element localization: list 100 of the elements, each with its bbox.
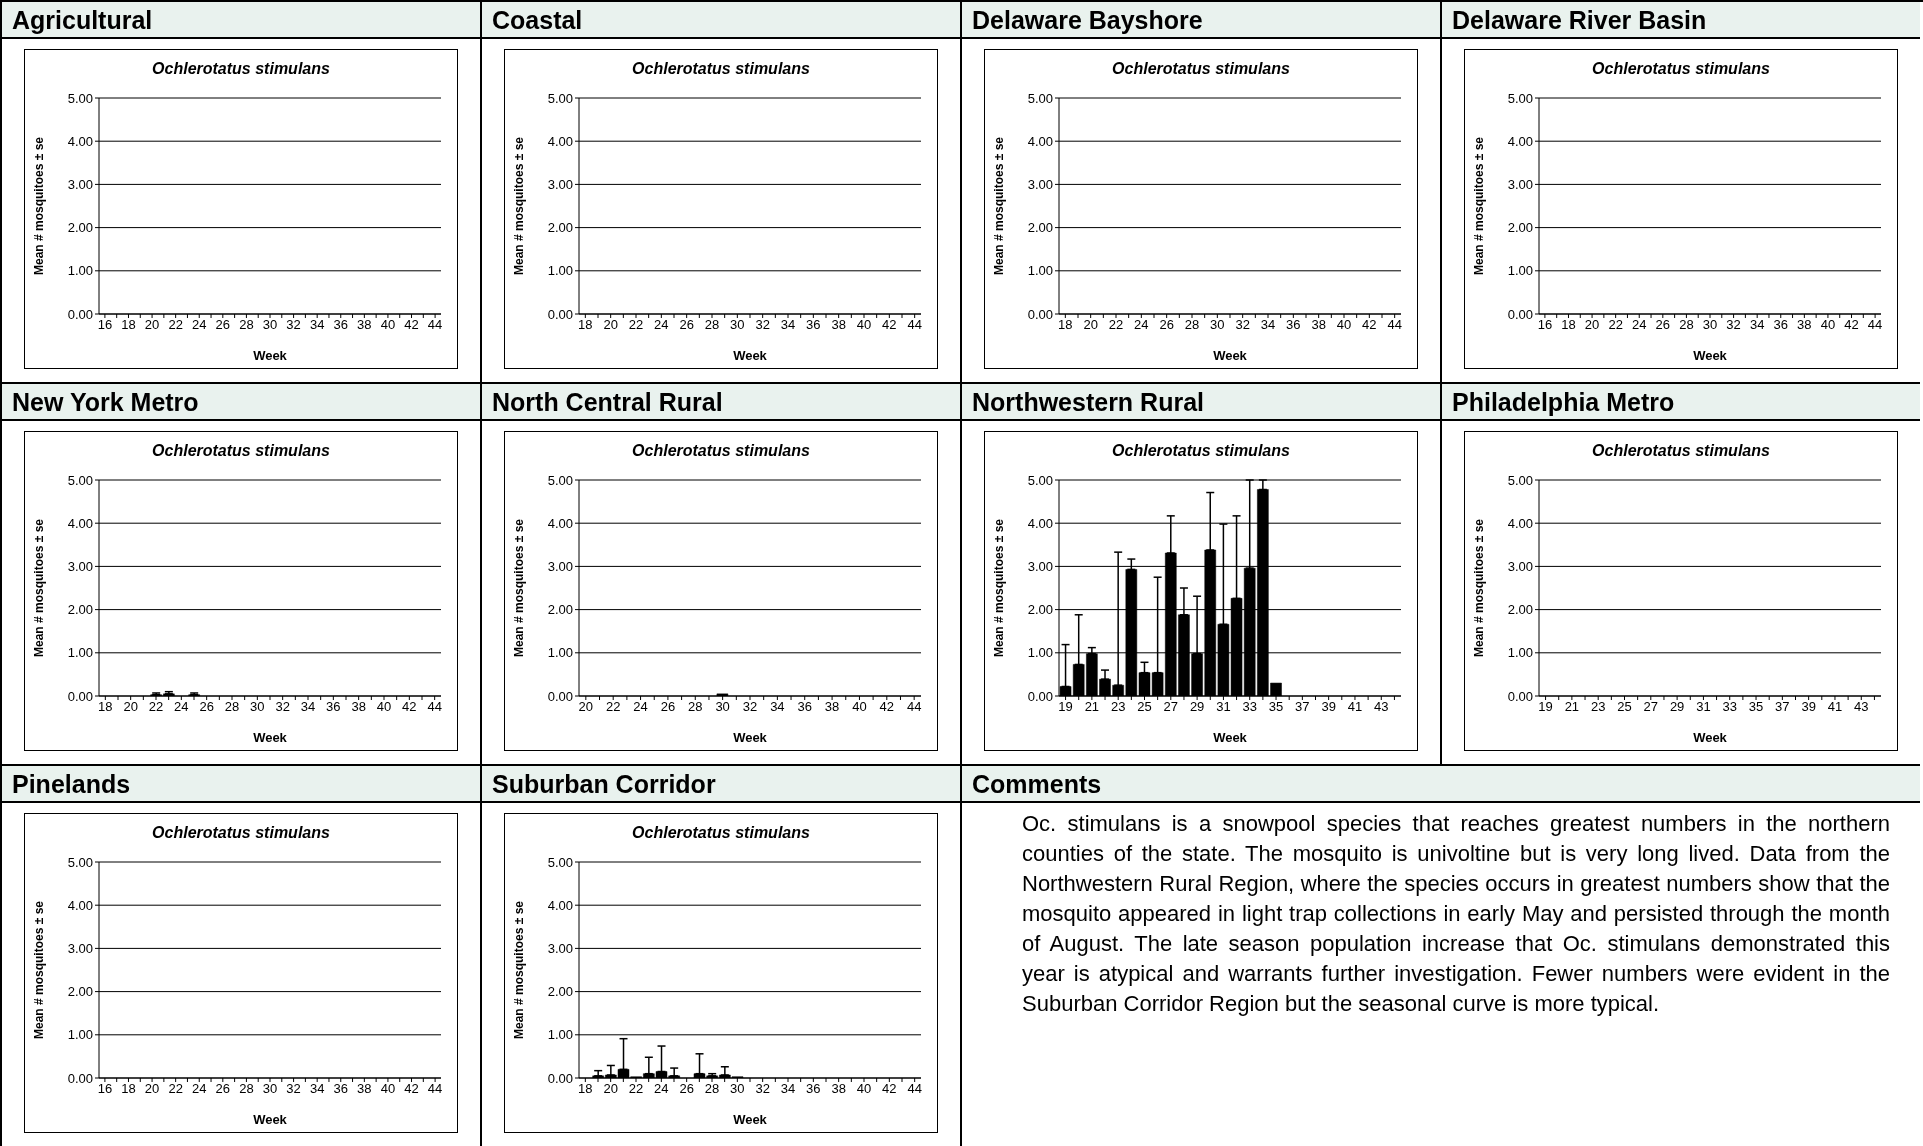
chart-subtitle: Ochlerotatus stimulans xyxy=(631,442,811,460)
y-tick-label: 2.00 xyxy=(1027,220,1053,236)
y-axis-title: Mean # mosquitoes ± se xyxy=(512,518,527,657)
x-tick-label: 18 xyxy=(121,317,136,333)
x-tick-label: 40 xyxy=(856,1081,872,1097)
x-tick-label: 31 xyxy=(1696,699,1711,715)
y-tick-label: 3.00 xyxy=(67,941,93,957)
x-tick-label: 24 xyxy=(192,1081,207,1097)
chart-title: Pinelands xyxy=(2,766,480,803)
x-tick-label: 30 xyxy=(250,699,265,715)
y-tick-label: 3.00 xyxy=(1507,559,1533,575)
y-tick-label: 0.00 xyxy=(547,688,573,704)
x-tick-label: 42 xyxy=(404,1081,419,1097)
y-tick-label: 5.00 xyxy=(1027,90,1053,106)
x-tick-label: 36 xyxy=(1286,317,1301,333)
x-tick-label: 28 xyxy=(704,317,720,333)
y-tick-label: 5.00 xyxy=(67,854,93,870)
x-tick-label: 20 xyxy=(144,1081,160,1097)
y-tick-label: 0.00 xyxy=(1507,306,1533,322)
x-tick-label: 18 xyxy=(121,1081,136,1097)
chart-subtitle: Ochlerotatus stimulans xyxy=(151,60,331,78)
y-axis-title: Mean # mosquitoes ± se xyxy=(1472,518,1487,657)
x-tick-label: 26 xyxy=(215,1081,231,1097)
y-axis-title: Mean # mosquitoes ± se xyxy=(512,900,527,1039)
y-tick-label: 1.00 xyxy=(1027,645,1053,661)
y-tick-label: 5.00 xyxy=(547,854,573,870)
x-tick-label: 36 xyxy=(1773,317,1788,333)
y-tick-label: 1.00 xyxy=(67,263,93,279)
y-tick-label: 2.00 xyxy=(1507,602,1533,618)
y-tick-label: 2.00 xyxy=(1507,220,1533,236)
x-tick-label: 22 xyxy=(628,1081,644,1097)
x-tick-label: 32 xyxy=(755,317,770,333)
x-tick-label: 20 xyxy=(1584,317,1600,333)
x-tick-label: 32 xyxy=(742,699,758,715)
chart-title: Delaware River Basin xyxy=(1442,2,1920,39)
y-tick-label: 3.00 xyxy=(1027,559,1053,575)
x-tick-label: 16 xyxy=(97,317,113,333)
x-tick-label: 42 xyxy=(882,317,897,333)
y-tick-label: 0.00 xyxy=(67,1070,93,1086)
y-tick-label: 3.00 xyxy=(547,177,573,193)
chart-title: Northwestern Rural xyxy=(962,384,1440,421)
x-tick-label: 39 xyxy=(1321,699,1336,715)
x-tick-label: 41 xyxy=(1347,699,1363,715)
x-tick-label: 18 xyxy=(1058,317,1073,333)
x-tick-label: 39 xyxy=(1801,699,1816,715)
text: Oc. stimulans is a snowpool species that reaches greatest numbers in the northern counties of the state. The mosquito is univoltine but is very long lived. Data from the Northwestern Rural Region, where the species occurs in greatest numbers show that the mosquito appeared in light trap collections in early May and persisted through the month of August. The late season population increase that Oc. stimulans demonstrated this year is atypical and warrants further investigation. Fewer numbers were evident in the Suburban Corridor Region but the seasonal curve is more typical. xyxy=(1022,810,1890,1018)
y-tick-label: 3.00 xyxy=(67,559,93,575)
x-tick-label: 28 xyxy=(1184,317,1200,333)
x-tick-label: 19 xyxy=(1538,699,1553,715)
y-tick-label: 0.00 xyxy=(67,306,93,322)
y-tick-label: 3.00 xyxy=(547,941,573,957)
chart-title: Suburban Corridor xyxy=(482,766,960,803)
x-tick-label: 25 xyxy=(1137,699,1152,715)
chart-subtitle: Ochlerotatus stimulans xyxy=(151,824,331,842)
x-tick-label: 16 xyxy=(1537,317,1553,333)
x-tick-label: 37 xyxy=(1295,699,1310,715)
x-tick-label: 42 xyxy=(882,1081,897,1097)
x-tick-label: 32 xyxy=(1235,317,1250,333)
y-tick-label: 0.00 xyxy=(1027,306,1053,322)
x-tick-label: 26 xyxy=(215,317,231,333)
y-tick-label: 3.00 xyxy=(1027,177,1053,193)
chart-title: Delaware Bayshore xyxy=(962,2,1440,39)
x-tick-label: 36 xyxy=(797,699,812,715)
x-tick-label: 24 xyxy=(192,317,207,333)
y-tick-label: 1.00 xyxy=(67,1027,93,1043)
x-tick-label: 26 xyxy=(679,317,694,333)
x-axis-title: Week xyxy=(733,730,768,745)
x-tick-label: 20 xyxy=(578,699,594,715)
x-tick-label: 22 xyxy=(605,699,621,715)
y-tick-label: 2.00 xyxy=(67,984,93,1000)
x-tick-label: 44 xyxy=(427,317,443,333)
x-tick-label: 43 xyxy=(1374,699,1389,715)
x-tick-label: 24 xyxy=(1632,317,1647,333)
x-tick-label: 18 xyxy=(98,699,113,715)
x-axis-title: Week xyxy=(253,348,288,363)
y-tick-label: 4.00 xyxy=(1507,133,1533,149)
x-tick-label: 40 xyxy=(856,317,872,333)
x-tick-label: 23 xyxy=(1110,699,1126,715)
x-axis-title: Week xyxy=(733,1112,768,1127)
x-tick-label: 38 xyxy=(357,317,372,333)
x-tick-label: 25 xyxy=(1617,699,1632,715)
y-axis-title: Mean # mosquitoes ± se xyxy=(32,518,47,657)
x-tick-label: 42 xyxy=(1362,317,1377,333)
chart-title: New York Metro xyxy=(2,384,480,421)
x-tick-label: 28 xyxy=(239,317,254,333)
x-tick-label: 29 xyxy=(1189,699,1205,715)
y-tick-label: 2.00 xyxy=(547,220,573,236)
text: Comments xyxy=(962,766,1920,803)
x-tick-label: 22 xyxy=(1108,317,1124,333)
x-tick-label: 40 xyxy=(380,1081,396,1097)
x-tick-label: 30 xyxy=(730,1081,745,1097)
y-tick-label: 2.00 xyxy=(1027,602,1053,618)
x-axis-title: Week xyxy=(733,348,768,363)
x-tick-label: 24 xyxy=(174,699,189,715)
y-tick-label: 5.00 xyxy=(547,90,573,106)
y-tick-label: 2.00 xyxy=(547,984,573,1000)
y-axis-title: Mean # mosquitoes ± se xyxy=(32,900,47,1039)
x-tick-label: 20 xyxy=(603,317,618,333)
x-axis-title: Week xyxy=(1213,348,1248,363)
x-tick-label: 24 xyxy=(1134,317,1149,333)
